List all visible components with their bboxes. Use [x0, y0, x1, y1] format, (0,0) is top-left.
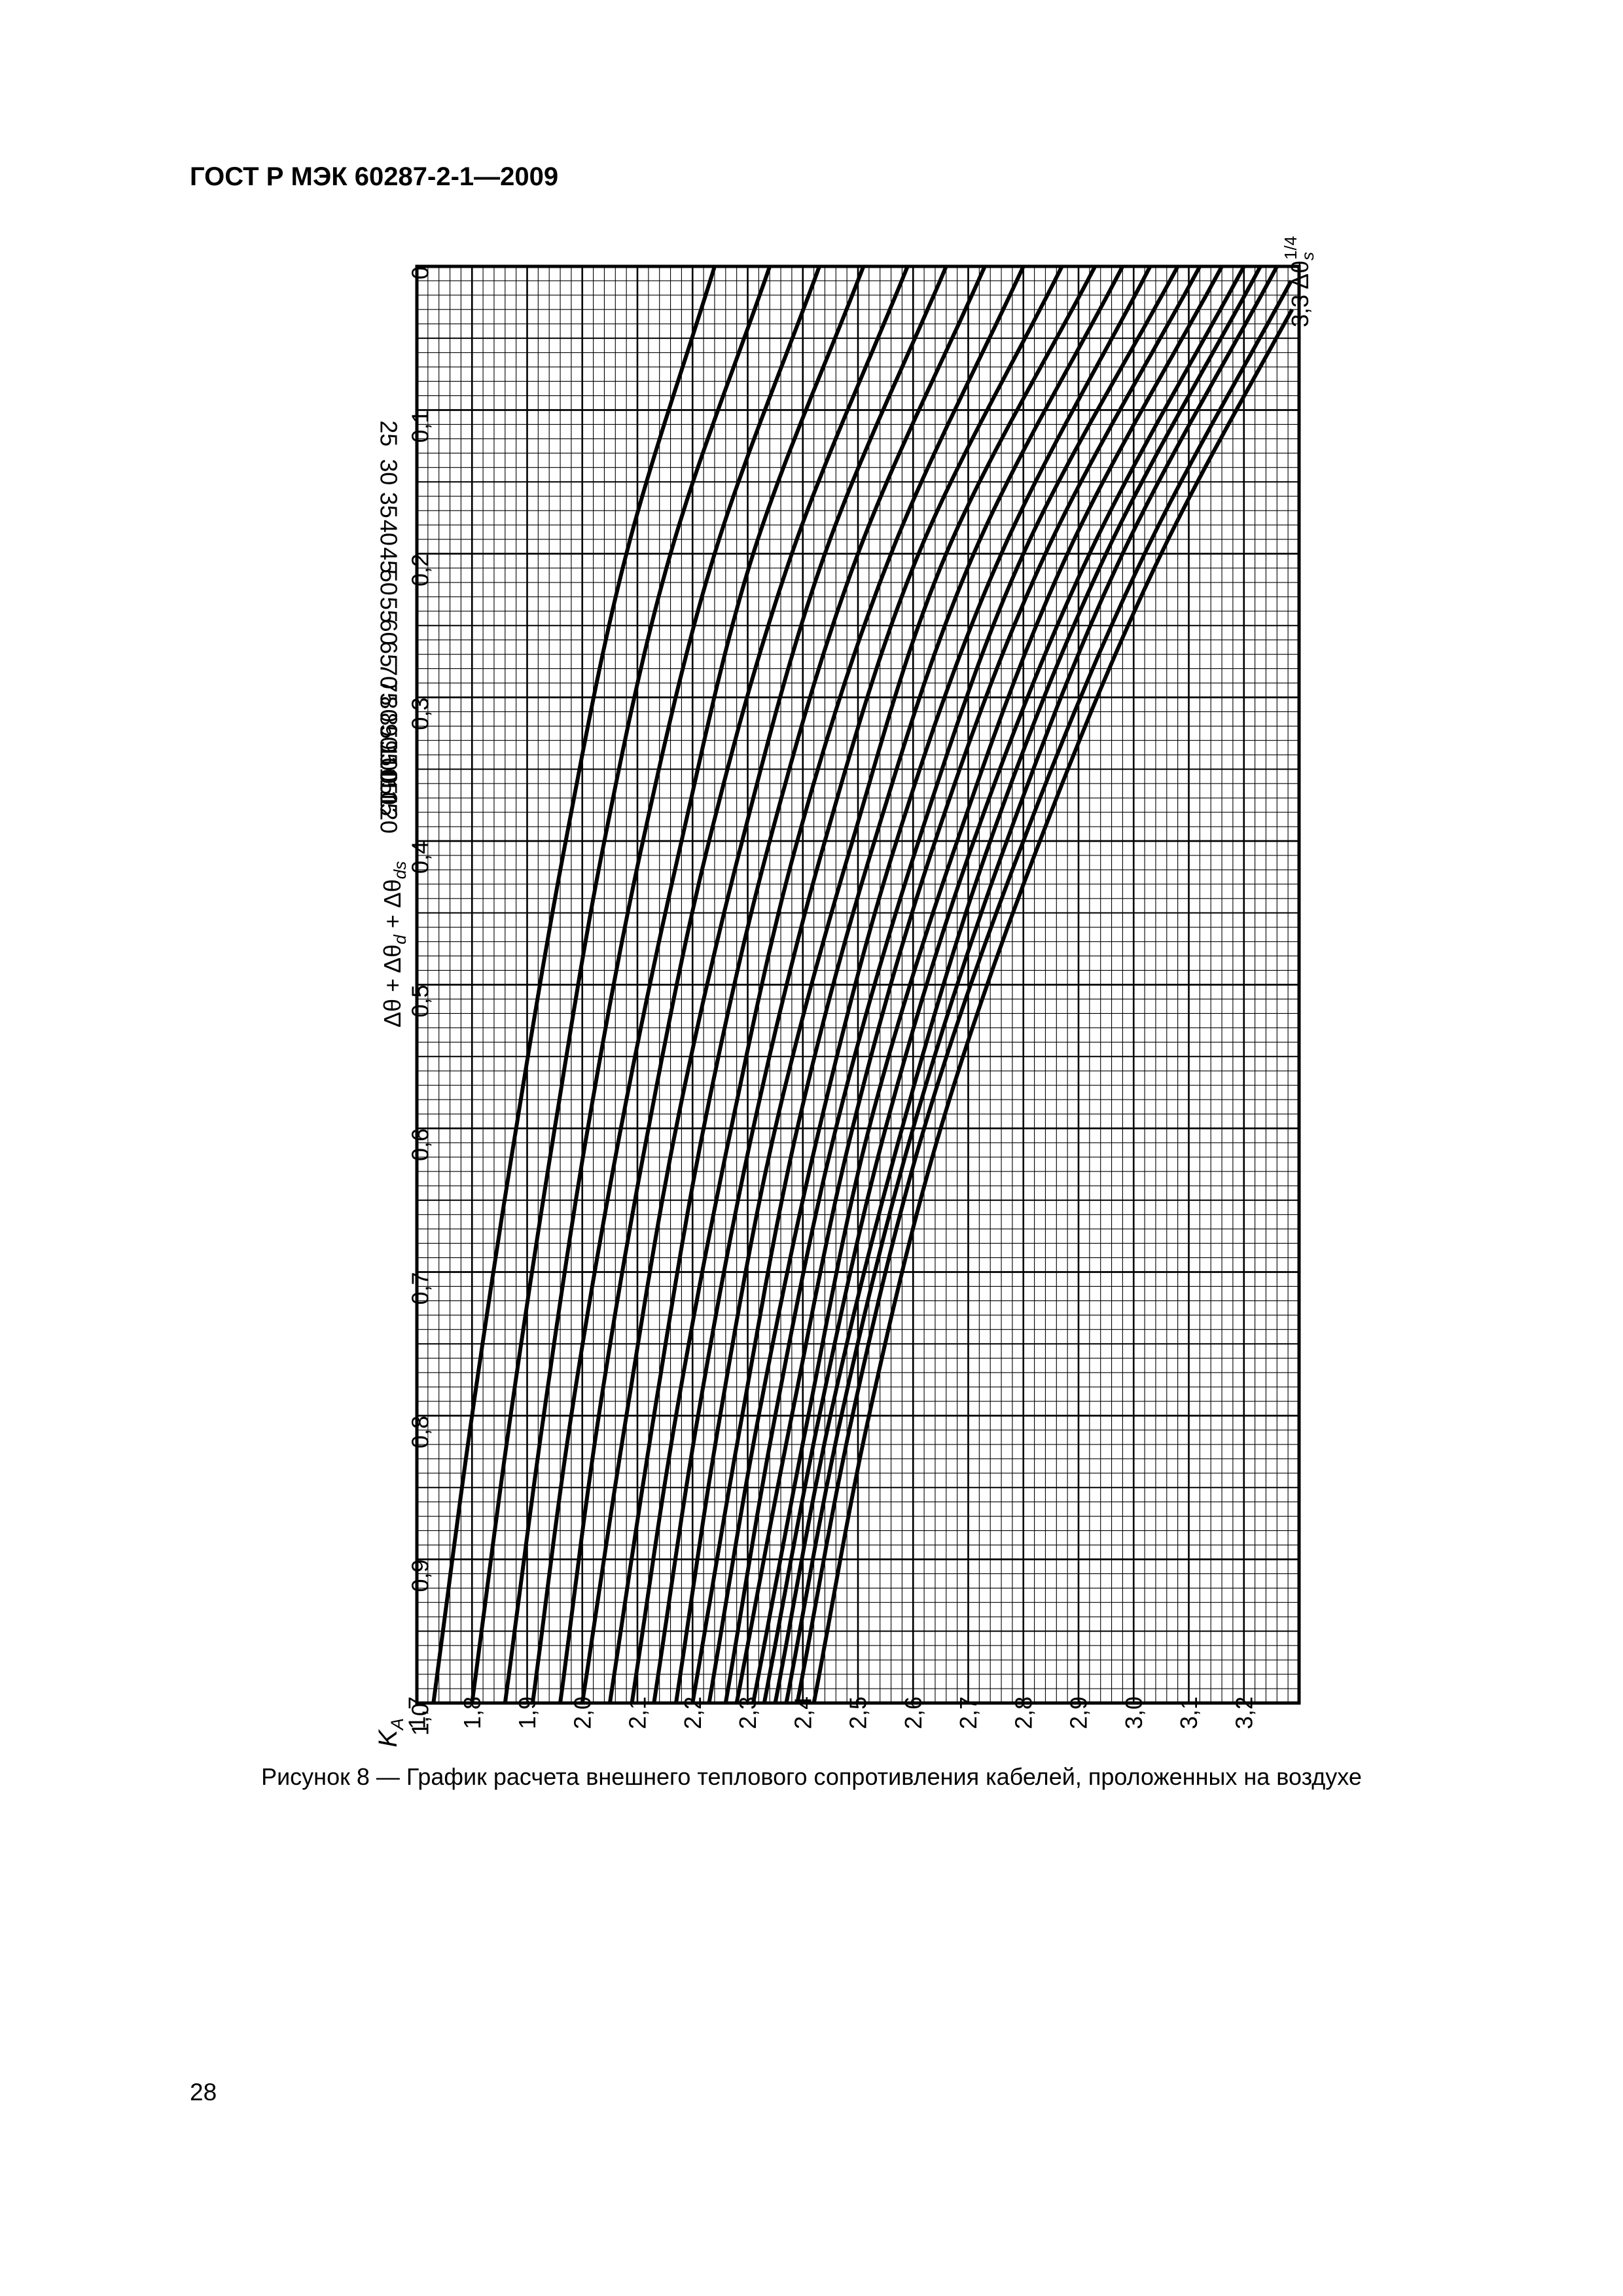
- x-tick-label: 0,1: [407, 410, 434, 443]
- curve-55: [607, 265, 987, 1704]
- curve-105: [773, 265, 1262, 1704]
- x-axis-label: KA: [374, 1718, 407, 1748]
- curve-label-25: 25: [376, 420, 402, 446]
- curve-label-110: 110: [376, 768, 402, 805]
- curve-label-50: 50: [376, 569, 402, 596]
- curve-30: [470, 266, 772, 1704]
- y-tick-label: 2,0: [569, 1696, 596, 1729]
- curve-family-label: Δθ + Δθd + Δθds: [379, 861, 410, 1028]
- curve-90: [734, 265, 1202, 1704]
- curve-label-70: 70: [376, 663, 402, 689]
- curve-50: [580, 265, 948, 1704]
- curve-label-105: 105: [376, 756, 402, 795]
- x-tick-label: 0,8: [407, 1416, 434, 1448]
- page-number: 28: [190, 2079, 217, 2106]
- curve-85: [723, 265, 1180, 1704]
- y-axis-label: 3,3 Δθs1/4: [1281, 236, 1317, 327]
- y-tick-label: 1,9: [514, 1696, 541, 1729]
- curve-60: [630, 265, 1026, 1704]
- y-tick-label: 3,1: [1175, 1696, 1202, 1729]
- curve-label-55: 55: [376, 597, 402, 623]
- curve-25: [431, 266, 717, 1704]
- curve-label-75: 75: [376, 679, 402, 706]
- curve-label-80: 80: [376, 696, 402, 723]
- curve-label-120: 120: [376, 795, 402, 834]
- document-header: ГОСТ Р МЭК 60287-2-1—2009: [190, 162, 559, 191]
- x-tick-label: 0,4: [407, 841, 434, 874]
- figure-caption: Рисунок 8 — График расчета внешнего тепл…: [261, 1763, 1362, 1790]
- curve-75: [690, 265, 1125, 1704]
- curve-label-45: 45: [376, 547, 402, 573]
- curve-70: [674, 265, 1097, 1704]
- y-tick-label: 1,7: [404, 1696, 431, 1729]
- curve-label-95: 95: [376, 740, 402, 766]
- y-tick-label: 2,6: [900, 1696, 927, 1729]
- y-tick-label: 3,0: [1120, 1696, 1147, 1729]
- x-tick-label: 0,3: [407, 698, 434, 730]
- curve-label-90: 90: [376, 724, 402, 750]
- curve-65: [652, 265, 1064, 1704]
- y-tick-label: 3,2: [1230, 1696, 1257, 1729]
- x-tick-label: 0,2: [407, 554, 434, 586]
- curve-95: [751, 265, 1224, 1704]
- curve-120: [812, 308, 1294, 1704]
- x-tick-label: 0,7: [407, 1272, 434, 1305]
- x-tick-label: 0,5: [407, 985, 434, 1018]
- curve-45: [558, 265, 910, 1704]
- y-tick-label: 2,7: [955, 1696, 982, 1729]
- x-tick-label: 0: [407, 266, 434, 279]
- curve-label-115: 115: [376, 779, 402, 816]
- y-tick-label: 2,4: [789, 1696, 816, 1729]
- curve-80: [707, 265, 1152, 1704]
- chart-curves: [431, 265, 1294, 1704]
- y-tick-label: 2,9: [1065, 1696, 1092, 1729]
- curve-100: [762, 265, 1246, 1704]
- curve-label-30: 30: [376, 459, 402, 485]
- curve-40: [530, 265, 866, 1704]
- y-tick-label: 2,1: [624, 1696, 651, 1729]
- chart-grid: [416, 265, 1300, 1704]
- y-tick-label: 1,8: [459, 1696, 486, 1729]
- curve-label-35: 35: [376, 492, 402, 518]
- x-tick-label: 0,6: [407, 1128, 434, 1161]
- curve-115: [795, 279, 1293, 1704]
- x-tick-label: 0,9: [407, 1560, 434, 1592]
- y-tick-label: 2,3: [734, 1696, 761, 1729]
- y-tick-label: 2,2: [679, 1696, 706, 1729]
- curve-110: [784, 265, 1279, 1704]
- curve-35: [503, 265, 821, 1704]
- plot-frame: [415, 264, 1301, 1705]
- chart-labels: 2530354045505560657075808590951001051101…: [374, 236, 1317, 1748]
- y-tick-label: 2,8: [1010, 1696, 1037, 1729]
- y-tick-label: 2,5: [845, 1696, 872, 1729]
- x-tick-label: 1,0: [407, 1703, 434, 1736]
- curve-label-85: 85: [376, 713, 402, 739]
- curve-label-65: 65: [376, 641, 402, 667]
- curve-label-40: 40: [376, 520, 402, 546]
- curve-label-100: 100: [376, 745, 402, 784]
- curve-label-60: 60: [376, 619, 402, 645]
